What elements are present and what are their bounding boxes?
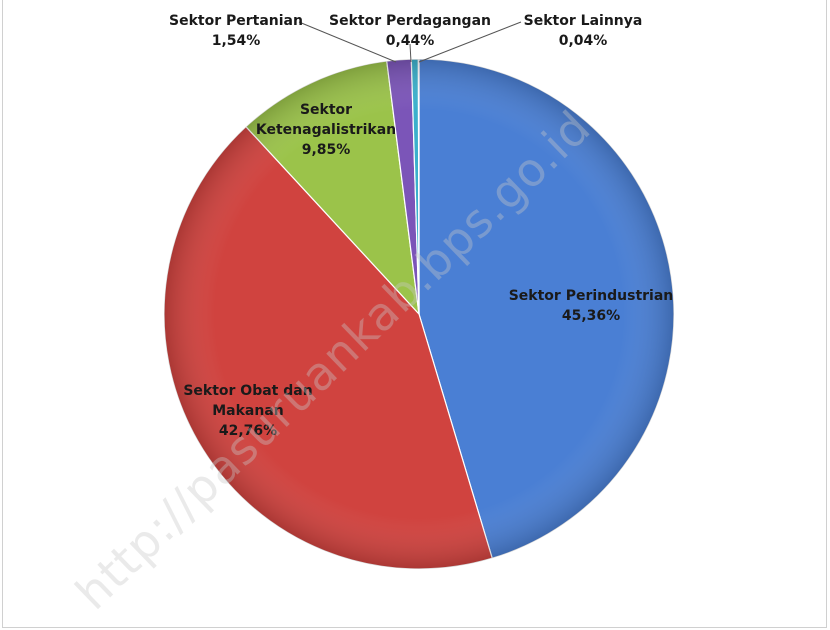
data-label-5: Sektor Lainnya 0,04%	[524, 13, 643, 49]
data-label-4: Sektor Perdagangan 0,44%	[329, 13, 491, 49]
data-label-3: Sektor Pertanian 1,54%	[169, 13, 303, 49]
data-label-2: Sektor Ketenagalistrikan 9,85%	[256, 102, 396, 158]
pie-shading	[164, 59, 674, 569]
data-label-1: Sektor Obat dan Makanan 42,76%	[183, 383, 312, 439]
leader-line-5	[418, 21, 522, 63]
pie-chart: Sektor Perindustrian 45,36% Sektor Obat da…	[65, 13, 675, 620]
leader-line-4	[409, 43, 412, 63]
leader-line-3	[298, 21, 397, 63]
data-label-0: Sektor Perindustrian 45,36%	[509, 288, 674, 324]
